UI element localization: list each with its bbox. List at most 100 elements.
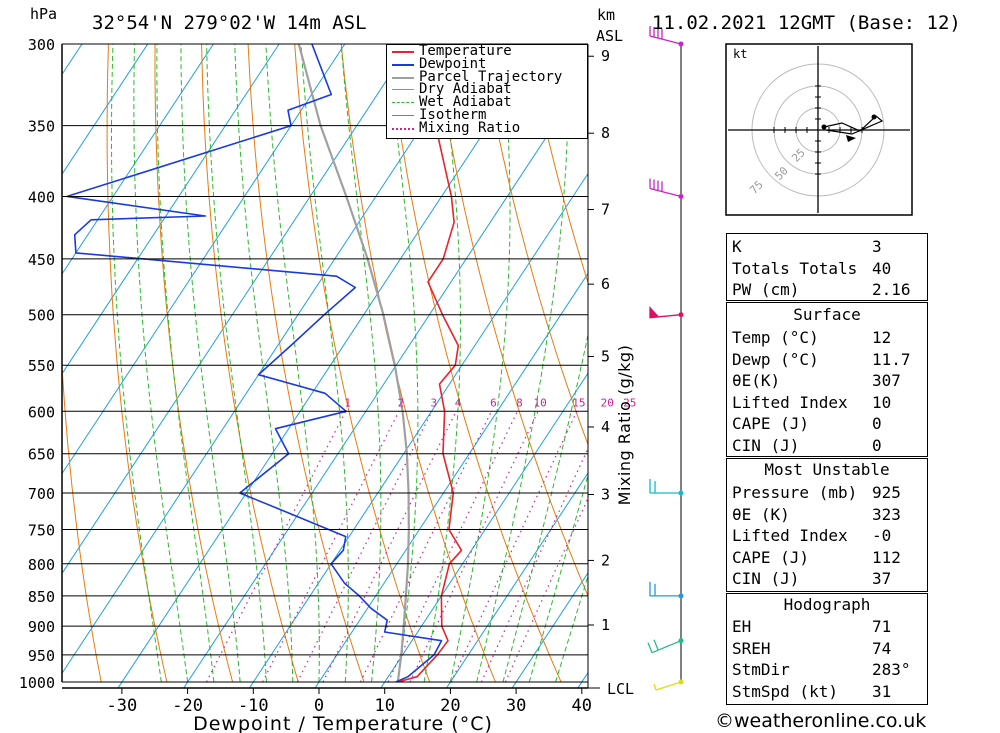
index-row: CAPE (J) 112 — [728, 547, 924, 568]
pressure-label: 500 — [28, 307, 55, 325]
pressure-label: 350 — [28, 118, 55, 136]
mixing-ratio-label: 15 — [572, 396, 585, 409]
temp-tick-label: -10 — [238, 696, 269, 716]
isotherm-line — [62, 44, 215, 275]
km-label: km — [597, 6, 616, 24]
pressure-label: 300 — [28, 36, 55, 54]
index-row: Dewp (°C) 11.7 — [728, 349, 924, 370]
wind-barb — [649, 26, 682, 45]
legend-isotherm: Isotherm — [387, 106, 587, 123]
index-label: K — [732, 237, 742, 256]
dry-adiabat-line — [154, 44, 234, 683]
dewpoint-curve — [66, 44, 443, 683]
isotherm-line — [62, 44, 346, 475]
mixing-ratio-label: 25 — [623, 396, 636, 409]
temperature-curve — [397, 44, 463, 683]
wet-adiabat-line — [206, 44, 267, 683]
mixing-ratio-label: 6 — [490, 396, 497, 409]
index-value: 112 — [872, 547, 901, 567]
isotherm-line — [62, 44, 149, 176]
surface-box — [726, 302, 928, 457]
index-label: Pressure (mb) — [732, 483, 858, 502]
km-tick-label: 9 — [601, 47, 610, 65]
pressure-label: 550 — [28, 357, 55, 375]
dry-adiabat-line — [527, 44, 588, 285]
index-label: CAPE (J) — [732, 547, 810, 567]
hodograph-start-dot — [821, 124, 827, 130]
km-tick-label: 3 — [601, 486, 610, 504]
km-tick-label: 4 — [601, 418, 610, 436]
mixing-ratio-line — [359, 411, 492, 683]
legend-label: Parcel Trajectory — [419, 68, 563, 85]
pressure-label: 650 — [28, 446, 55, 464]
index-label: CAPE (J) — [732, 414, 810, 433]
plot-frame — [61, 43, 600, 694]
legend-label: Isotherm — [419, 106, 487, 123]
legend-label: Mixing Ratio — [419, 119, 521, 136]
hodograph-end-dot — [871, 114, 877, 120]
wet-adiabat-line — [502, 332, 588, 683]
index-label: CIN (J) — [732, 435, 800, 455]
index-value: 31 — [872, 681, 892, 701]
copyright[interactable]: ©weatheronline.co.uk — [715, 710, 927, 732]
wind-barb — [649, 305, 682, 319]
pressure-label: 850 — [28, 588, 55, 606]
pressure-label: 400 — [28, 188, 55, 206]
temp-tick-label: 40 — [572, 696, 592, 716]
index-row: CIN (J) 37 — [728, 568, 924, 589]
isotherm-line — [380, 372, 588, 688]
legend-wet-adiabat: Wet Adiabat — [387, 94, 587, 111]
dry-adiabat-line — [947, 44, 1000, 682]
wet-adiabat-line — [555, 574, 588, 683]
index-value: 40 — [872, 258, 892, 278]
legend-dewpoint: Dewpoint — [387, 55, 587, 72]
mixing-ratio-label: 10 — [533, 396, 546, 409]
wet-adiabat-line — [133, 44, 189, 683]
pressure-label: 450 — [28, 251, 55, 269]
isotherm-line — [511, 571, 588, 688]
temp-tick-label: -30 — [107, 696, 138, 716]
pressure-label: 1000 — [19, 674, 55, 692]
dry-adiabat-line — [62, 44, 102, 683]
index-label: Dewp (°C) — [732, 349, 819, 369]
index-row: Totals Totals 40 — [728, 258, 924, 279]
pressure-label: 750 — [28, 522, 55, 540]
index-value: 71 — [872, 617, 892, 636]
legend-label: Wet Adiabat — [419, 94, 512, 111]
wind-barbs — [647, 26, 684, 691]
pressure-label: 800 — [28, 556, 55, 574]
hpa-label: hPa — [30, 5, 58, 23]
km-tick-label: 6 — [601, 275, 610, 293]
legend-label: Dewpoint — [419, 55, 487, 72]
wet-adiabat-line — [180, 44, 241, 683]
wet-adiabat-line — [528, 473, 588, 683]
index-label: PW (cm) — [732, 280, 800, 299]
wind-barb — [649, 581, 681, 597]
isotherm-line — [62, 44, 280, 375]
wet-adiabat-line — [265, 44, 320, 682]
wet-adiabat-line — [423, 44, 461, 683]
wind-barb — [649, 478, 681, 494]
general-index-box — [726, 233, 928, 301]
index-row: StmDir 283° — [728, 659, 924, 680]
mixing-ratio-label: 8 — [516, 396, 523, 409]
wet-adiabat-line — [386, 44, 419, 683]
pressure-label: 600 — [28, 403, 55, 421]
mixing-ratio-line — [205, 411, 347, 683]
index-value: 323 — [872, 504, 901, 524]
hodograph-index-box — [726, 593, 928, 705]
pressure-label: 700 — [28, 485, 55, 503]
most-unstable-box — [726, 458, 928, 592]
dry-adiabat-line — [480, 44, 588, 446]
mu-title: Most Unstable — [764, 460, 890, 479]
legend-mixing-ratio: Mixing Ratio — [387, 119, 587, 136]
legend-label: Dry Adiabat — [419, 81, 512, 98]
surface-title: Surface — [793, 305, 861, 324]
index-label: EH — [732, 617, 752, 636]
wind-barb — [653, 681, 682, 691]
lcl-label: LCL — [607, 680, 634, 698]
pressure-label: 950 — [28, 647, 55, 665]
legend-dry-adiabat: Dry Adiabat — [387, 83, 587, 96]
index-value: 283° — [872, 660, 911, 679]
index-row: Temp (°C) 12 — [728, 327, 924, 348]
